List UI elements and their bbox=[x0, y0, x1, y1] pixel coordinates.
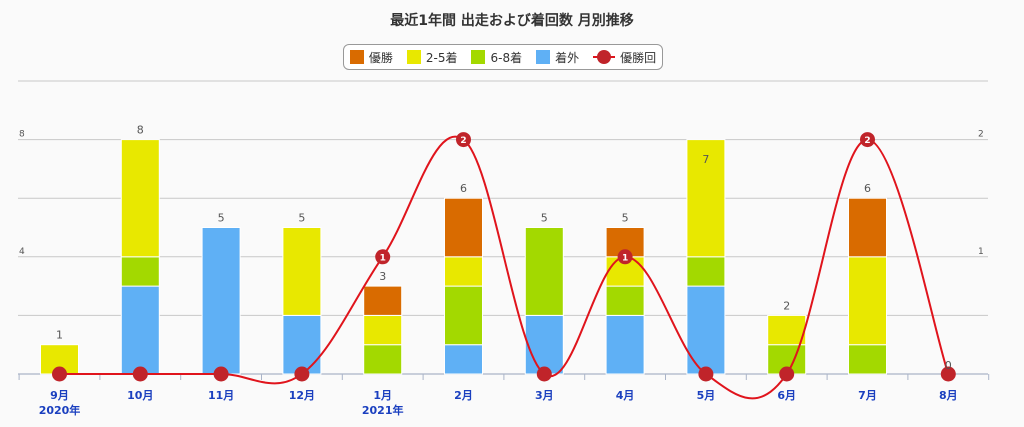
bar-segment bbox=[605, 285, 645, 316]
line-series-path bbox=[59, 135, 950, 400]
line-marker bbox=[294, 366, 310, 382]
x-tick-year-label: 2020年 bbox=[39, 403, 81, 417]
legend-item-2-5[interactable]: 2-5着 bbox=[406, 49, 458, 66]
bar-segment bbox=[363, 285, 403, 316]
bar-total-label: 7 bbox=[702, 153, 709, 166]
line-marker bbox=[375, 249, 391, 265]
legend-item-yusho-line[interactable]: 優勝回 bbox=[593, 49, 656, 66]
bar-segment bbox=[686, 139, 726, 258]
line-marker bbox=[698, 366, 714, 382]
line-marker bbox=[132, 366, 148, 382]
legend-label-yusho: 優勝 bbox=[368, 50, 393, 65]
line-marker-label: 0 bbox=[945, 359, 952, 372]
bar-segment bbox=[848, 197, 887, 258]
y-left-tick-label: 4 bbox=[19, 247, 25, 257]
legend-label-2-5: 2-5着 bbox=[425, 50, 458, 65]
bar-total-label: 5 bbox=[541, 212, 548, 225]
legend-swatch-chakugai bbox=[536, 50, 551, 64]
legend-label-6-8: 6-8着 bbox=[490, 50, 523, 65]
line-marker bbox=[617, 249, 633, 265]
line-marker bbox=[536, 366, 552, 382]
bar-segment bbox=[363, 314, 403, 346]
bar-segment bbox=[767, 314, 807, 346]
legend-label-chakugai: 着外 bbox=[555, 50, 580, 65]
bar-total-label: 1 bbox=[56, 329, 63, 342]
x-tick-label: 2月 bbox=[454, 389, 473, 402]
chart-legend[interactable]: 優勝 2-5着 6-8着 着外 優勝回 bbox=[343, 44, 663, 70]
bar-total-label: 3 bbox=[379, 270, 386, 283]
legend-label-yusho-line: 優勝回 bbox=[620, 50, 657, 65]
x-tick-year-label: 2021年 bbox=[362, 403, 404, 417]
bar-segment bbox=[524, 314, 564, 375]
bar-total-label: 6 bbox=[864, 182, 871, 195]
bar-segment bbox=[282, 314, 322, 375]
legend-swatch-6-8 bbox=[471, 50, 486, 64]
x-tick-label: 7月 bbox=[858, 389, 877, 402]
bar-total-label: 8 bbox=[137, 124, 144, 137]
bar-total-label: 5 bbox=[622, 212, 629, 225]
bar-segment bbox=[201, 227, 241, 375]
bar-segment bbox=[120, 285, 160, 375]
bar-segment bbox=[444, 256, 483, 287]
bar-segment bbox=[444, 285, 483, 346]
x-tick-label: 6月 bbox=[777, 389, 796, 402]
x-tick-label: 9月 bbox=[50, 389, 69, 402]
bar-segment bbox=[120, 139, 160, 258]
line-marker bbox=[456, 132, 471, 148]
bar-segment bbox=[444, 344, 483, 375]
x-tick-label: 1月 bbox=[373, 389, 392, 402]
y-right-tick-label: 1 bbox=[978, 247, 984, 257]
bar-segment bbox=[848, 256, 887, 346]
bar-segment bbox=[524, 227, 564, 316]
line-marker bbox=[860, 132, 875, 148]
bar-segment bbox=[120, 256, 160, 287]
bar-total-label: 5 bbox=[218, 212, 225, 225]
bar-segment bbox=[282, 227, 322, 316]
legend-item-yusho[interactable]: 優勝 bbox=[349, 49, 393, 66]
line-marker bbox=[940, 366, 956, 382]
line-marker bbox=[213, 366, 229, 382]
legend-item-chakugai[interactable]: 着外 bbox=[536, 49, 579, 66]
bar-total-label: 5 bbox=[298, 212, 305, 225]
bar-segment bbox=[686, 256, 726, 287]
bar-total-label: 2 bbox=[783, 299, 790, 312]
bar-segment bbox=[444, 197, 483, 258]
bar-total-label: 6 bbox=[460, 182, 467, 195]
line-marker bbox=[779, 366, 795, 382]
legend-item-6-8[interactable]: 6-8着 bbox=[471, 49, 522, 66]
line-marker-label: 2 bbox=[864, 136, 870, 146]
line-marker-label: 1 bbox=[622, 253, 628, 263]
x-tick-label: 3月 bbox=[535, 389, 554, 402]
x-tick-label: 4月 bbox=[616, 389, 635, 402]
line-marker-label: 2 bbox=[460, 136, 466, 146]
x-tick-label: 5月 bbox=[697, 389, 716, 402]
x-tick-label: 11月 bbox=[208, 389, 234, 402]
y-right-tick-label: 2 bbox=[978, 130, 984, 140]
bar-segment bbox=[363, 344, 403, 375]
bar-segment bbox=[605, 314, 645, 375]
legend-swatch-yusho bbox=[349, 50, 364, 64]
bar-segment bbox=[848, 344, 887, 375]
chart-title: 最近1年間 出走および着回数 月別推移 bbox=[390, 13, 634, 29]
x-tick-label: 8月 bbox=[939, 389, 958, 402]
line-marker-label: 1 bbox=[380, 253, 386, 263]
line-marker bbox=[52, 366, 67, 382]
legend-line-marker-icon bbox=[593, 50, 616, 64]
y-left-tick-label: 8 bbox=[19, 130, 25, 140]
x-tick-label: 12月 bbox=[289, 389, 315, 402]
legend-swatch-2-5 bbox=[406, 50, 421, 64]
x-tick-label: 10月 bbox=[127, 389, 153, 402]
